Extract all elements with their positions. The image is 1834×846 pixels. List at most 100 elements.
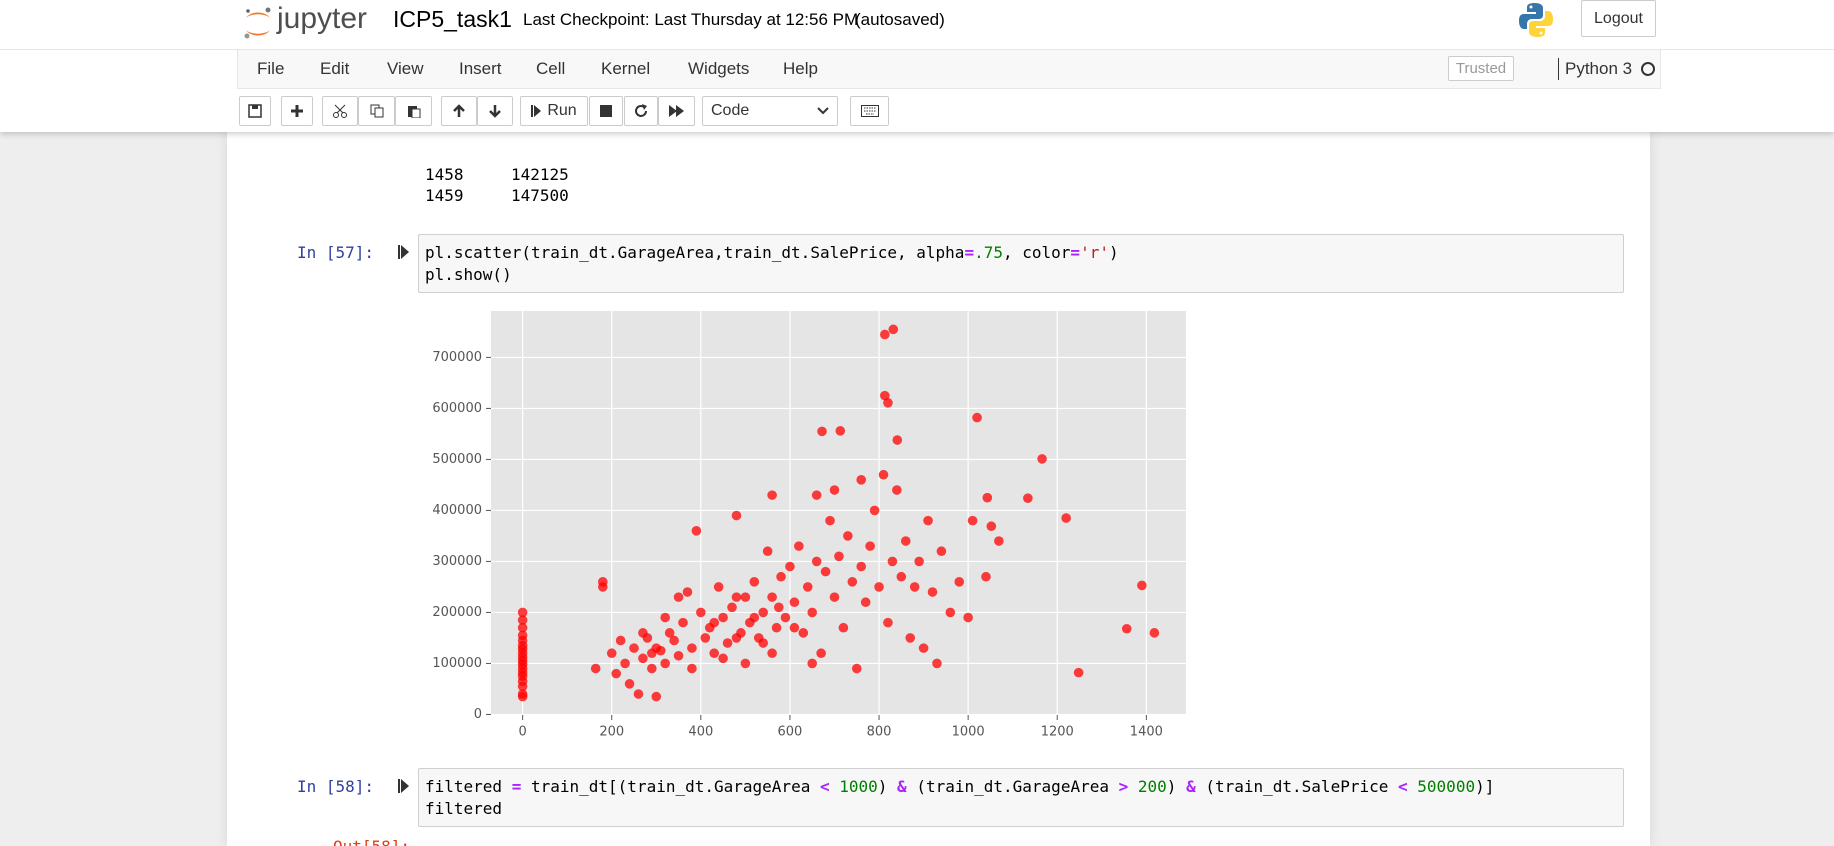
y-tick-label: 0 — [474, 707, 482, 722]
point — [1037, 454, 1047, 464]
point — [517, 607, 528, 618]
run-cell-icon[interactable] — [398, 244, 410, 260]
point — [731, 633, 742, 643]
jupyter-logo-icon — [244, 7, 271, 39]
point — [883, 617, 893, 628]
point — [843, 531, 853, 541]
point — [590, 663, 601, 674]
x-tick-label: 0 — [518, 725, 526, 740]
point — [918, 643, 929, 653]
x-tick-label: 1400 — [1130, 725, 1163, 740]
site-bar: jupyter ICP5_task1 Last Checkpoint: Last… — [0, 0, 1834, 50]
run-button[interactable]: Run — [520, 96, 588, 126]
row-index: 1458 — [425, 165, 464, 184]
point — [1023, 493, 1033, 503]
code-cell[interactable]: pl.scatter(train_dt.GarageArea,train_dt.… — [418, 234, 1624, 293]
point — [798, 628, 809, 638]
code-cell[interactable]: filtered = train_dt[(train_dt.GarageArea… — [418, 768, 1624, 827]
notebook-title[interactable]: ICP5_task1 — [393, 6, 512, 32]
point — [713, 582, 724, 592]
plot-area — [491, 311, 1186, 715]
x-tick-label: 200 — [599, 725, 624, 740]
point — [829, 592, 840, 602]
point — [963, 612, 973, 623]
point — [972, 412, 982, 423]
insert-cell-button[interactable] — [281, 96, 313, 126]
point — [986, 521, 997, 532]
menu-item[interactable]: Cell — [536, 59, 566, 78]
point — [687, 663, 697, 674]
point — [932, 658, 942, 669]
output-rows: 1458 142125 1459 147500 — [425, 165, 647, 207]
point — [838, 622, 849, 633]
point — [1137, 580, 1147, 591]
point — [722, 638, 733, 648]
point — [774, 602, 784, 613]
move-down-button[interactable] — [477, 96, 513, 126]
point — [909, 582, 920, 592]
point — [647, 663, 657, 674]
point — [767, 648, 777, 659]
x-tick-label: 800 — [867, 725, 892, 740]
x-tick-label: 1000 — [952, 725, 985, 740]
point — [954, 577, 965, 587]
point — [1061, 513, 1071, 523]
point — [624, 679, 635, 689]
x-tick-label: 1200 — [1041, 725, 1074, 740]
code-line: pl.scatter(train_dt.GarageArea,train_dt.… — [425, 243, 1119, 262]
move-up-button[interactable] — [441, 96, 477, 126]
point — [874, 582, 884, 592]
point — [847, 577, 858, 587]
point — [981, 571, 991, 582]
point — [856, 561, 867, 572]
point — [835, 426, 846, 436]
output-row: 1459 147500 — [425, 186, 647, 207]
y-tick-label: 200000 — [432, 605, 482, 620]
cell-type-select[interactable]: Code — [702, 96, 838, 126]
restart-button[interactable] — [624, 96, 658, 126]
restart-run-all-button[interactable] — [658, 96, 695, 126]
point — [718, 612, 728, 623]
menu-item[interactable]: Edit — [320, 59, 350, 78]
point — [785, 561, 795, 572]
menu-item[interactable]: Kernel — [601, 59, 651, 78]
point — [647, 648, 657, 659]
run-cell-icon[interactable] — [398, 778, 410, 794]
point — [851, 663, 862, 674]
row-index: 1459 — [425, 186, 464, 205]
point — [860, 597, 871, 608]
point — [638, 628, 648, 638]
code-line: filtered — [425, 799, 503, 818]
cut-button[interactable] — [322, 96, 358, 126]
point — [673, 650, 684, 661]
point — [517, 615, 528, 625]
toolbar: Run Code — [0, 96, 1834, 128]
menu-item[interactable]: View — [387, 59, 424, 78]
point — [834, 551, 844, 562]
stop-button[interactable] — [589, 96, 623, 126]
scatter-chart: 0 100000 200000 300000 400000 500000 600000 700… — [432, 311, 1186, 740]
menu-item[interactable]: Help — [783, 59, 818, 78]
point — [691, 526, 702, 536]
point — [606, 648, 617, 659]
point — [1073, 667, 1084, 678]
y-tick-label: 300000 — [432, 554, 482, 569]
point — [638, 653, 648, 664]
menu-item[interactable]: Insert — [459, 59, 502, 78]
point — [727, 602, 737, 613]
point — [758, 638, 769, 648]
logout-button[interactable]: Logout — [1581, 0, 1656, 37]
menu-item[interactable]: File — [257, 59, 285, 78]
trusted-indicator[interactable]: Trusted — [1448, 56, 1514, 81]
point — [517, 691, 528, 702]
point — [718, 653, 728, 664]
point — [598, 582, 608, 592]
cell-type-label: Code — [711, 102, 750, 119]
paste-button[interactable] — [395, 96, 432, 126]
copy-button[interactable] — [358, 96, 395, 126]
header: jupyter ICP5_task1 Last Checkpoint: Last… — [0, 0, 1834, 132]
command-palette-button[interactable] — [850, 96, 889, 126]
menu-item[interactable]: Widgets — [688, 59, 750, 78]
x-tick-label: 400 — [688, 725, 713, 740]
save-button[interactable] — [239, 96, 271, 126]
